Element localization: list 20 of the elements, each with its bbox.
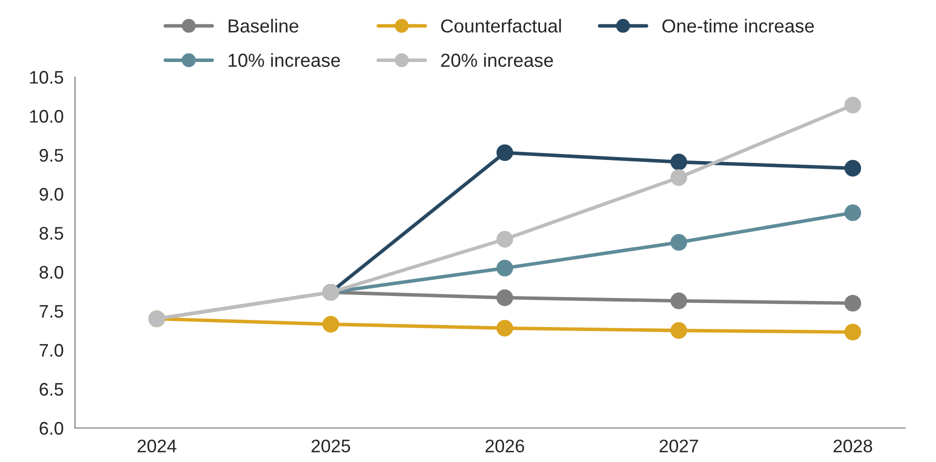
x-tick-label: 2028 — [834, 440, 872, 452]
y-tick-label: 9.0 — [40, 188, 64, 201]
y-tick-label: 8.5 — [40, 226, 64, 240]
legend-label: One-time increase — [662, 18, 814, 33]
x-tick-label: 2024 — [138, 440, 176, 452]
legend-label: Baseline — [228, 18, 298, 33]
x-tick-label: 2025 — [312, 440, 350, 452]
legend-label: 20% increase — [441, 53, 553, 67]
legend-label: Counterfactual — [441, 18, 561, 33]
y-tick-label: 9.5 — [40, 148, 64, 162]
x-tick-label: 2026 — [486, 440, 524, 452]
y-tick-label: 8.0 — [40, 266, 64, 279]
y-tick-label: 7.5 — [40, 305, 64, 318]
x-tick-label: 2027 — [660, 440, 698, 452]
y-tick-label: 6.5 — [40, 382, 64, 396]
y-tick-label: 7.0 — [40, 344, 64, 357]
y-tick-label: 10.5 — [30, 70, 64, 84]
legend-label: 10% increase — [228, 53, 340, 67]
y-tick-label: 6.0 — [40, 422, 64, 435]
y-tick-label: 10.0 — [30, 110, 64, 123]
